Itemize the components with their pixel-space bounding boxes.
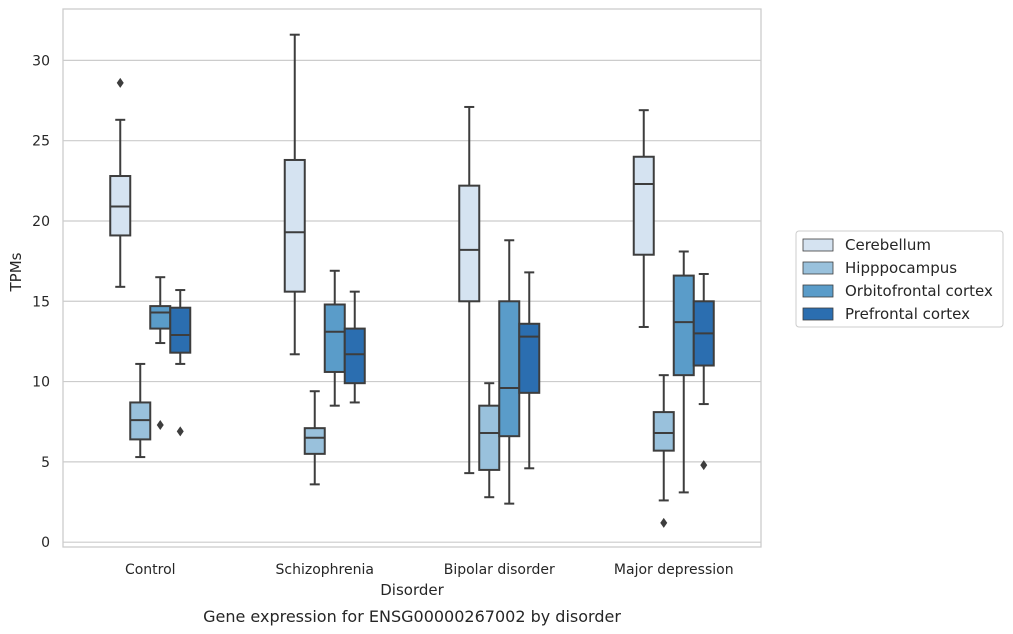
y-tick-label: 20 <box>32 214 50 230</box>
y-axis-label: TPMs <box>7 252 25 292</box>
x-axis-label: Disorder <box>380 581 444 599</box>
box-iqr <box>478 404 501 471</box>
y-tick-label: 10 <box>32 375 50 391</box>
x-tick-label: Schizophrenia <box>276 562 374 578</box>
x-tick-label: Bipolar disorder <box>444 562 555 578</box>
x-tick-label: Major depression <box>614 562 734 578</box>
series-hipppocampus <box>129 362 675 528</box>
legend-label: Cerebellum <box>845 236 931 254</box>
gridlines <box>63 59 761 543</box>
outlier-marker <box>700 460 708 471</box>
box-schizophrenia <box>283 33 306 356</box>
box-iqr <box>149 305 172 330</box>
y-tick-label: 15 <box>32 294 50 310</box>
outlier-marker <box>176 426 184 437</box>
outlier-marker <box>156 419 164 430</box>
y-tick-label: 0 <box>41 535 50 551</box>
legend-swatch <box>802 238 834 252</box>
box-schizophrenia <box>323 269 346 407</box>
outlier-marker <box>660 517 668 528</box>
legend-label: Orbitofrontal cortex <box>845 282 993 300</box>
legend-frame <box>795 230 1004 328</box>
series-prefrontal-cortex <box>169 271 715 471</box>
y-tick-label: 25 <box>32 134 50 150</box>
box-iqr <box>632 155 655 256</box>
legend-swatch <box>802 284 834 298</box>
box-major-depression <box>672 250 695 494</box>
box-control <box>149 276 172 430</box>
plot-frame <box>62 8 762 548</box>
legend: Cerebellum Hipppocampus Orbitofrontal cort… <box>795 230 1004 328</box>
legend-swatch <box>802 307 834 321</box>
x-tick-label: Control <box>125 562 176 578</box>
box-iqr <box>169 306 192 354</box>
box-series-layer <box>109 33 715 528</box>
box-iqr <box>518 322 541 394</box>
x-tick-labels: Control Schizophrenia Bipolar disorder Majo… <box>125 562 734 578</box>
figure-caption: Gene expression for ENSG00000267002 by d… <box>203 607 621 626</box>
box-iqr <box>303 427 326 455</box>
box-control <box>109 77 132 288</box>
box-major-depression <box>692 272 715 471</box>
legend-swatch <box>802 261 834 275</box>
box-iqr <box>458 184 481 303</box>
legend-label: Prefrontal cortex <box>845 305 970 323</box>
y-tick-label: 30 <box>32 53 50 69</box>
box-iqr <box>672 274 695 377</box>
box-bipolar-disorder <box>518 271 541 470</box>
box-major-depression <box>632 109 655 328</box>
box-bipolar-disorder <box>478 382 501 499</box>
legend-label: Hipppocampus <box>845 259 957 277</box>
box-schizophrenia <box>343 290 366 404</box>
box-iqr <box>283 158 306 293</box>
outlier-marker <box>116 77 124 88</box>
box-iqr <box>652 411 675 452</box>
box-major-depression <box>652 374 675 528</box>
series-cerebellum <box>109 33 655 475</box>
box-iqr <box>498 300 521 438</box>
box-iqr <box>343 327 366 385</box>
box-iqr <box>323 303 346 373</box>
box-bipolar-disorder <box>458 105 481 475</box>
y-tick-labels: 0 5 10 15 20 25 30 <box>32 53 50 551</box>
box-control <box>129 362 152 459</box>
y-tick-label: 5 <box>41 455 50 471</box>
box-schizophrenia <box>303 390 326 486</box>
box-bipolar-disorder <box>498 239 521 505</box>
series-orbitofrontal-cortex <box>149 239 695 505</box>
box-control <box>169 289 192 437</box>
